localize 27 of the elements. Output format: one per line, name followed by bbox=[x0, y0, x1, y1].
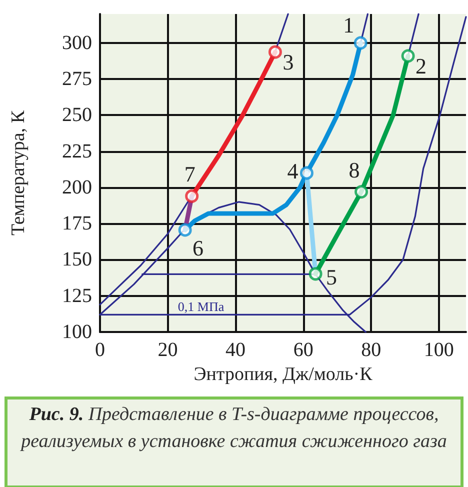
annotation: 4 bbox=[287, 158, 298, 184]
x-axis-title: Энтропия, Дж/моль·К bbox=[194, 364, 373, 385]
text: Рис. 9. bbox=[29, 404, 84, 425]
annotation: 6 bbox=[192, 235, 204, 260]
y-tick-label: 175 bbox=[62, 212, 92, 235]
y-tick-label: 275 bbox=[62, 68, 92, 90]
y-tick-label: 300 bbox=[62, 32, 92, 54]
annotation: 2 bbox=[416, 53, 427, 78]
x-tick-label: 20 bbox=[158, 339, 178, 361]
annotation: 5 bbox=[326, 264, 338, 290]
x-tick-label: 100 bbox=[424, 339, 454, 361]
annotation: 1 bbox=[343, 12, 354, 38]
annotation: 7 bbox=[184, 162, 196, 187]
annotation: 0,1 МПа bbox=[178, 299, 224, 314]
annotation: 8 bbox=[348, 157, 360, 182]
y-tick-label: 150 bbox=[62, 248, 92, 271]
x-tick-label: 80 bbox=[361, 339, 382, 361]
y-tick-label: 100 bbox=[62, 321, 92, 343]
annotation: 3 bbox=[282, 50, 294, 75]
y-tick-label: 250 bbox=[62, 104, 92, 126]
y-tick-label: 225 bbox=[62, 140, 92, 162]
x-tick-label: 40 bbox=[226, 339, 246, 361]
x-tick-label: 0 bbox=[95, 339, 105, 361]
y-tick-label: 125 bbox=[62, 284, 92, 307]
x-tick-label: 60 bbox=[293, 339, 314, 361]
y-tick-label: 200 bbox=[62, 176, 92, 198]
y-axis-title: Температура, К bbox=[8, 110, 29, 236]
